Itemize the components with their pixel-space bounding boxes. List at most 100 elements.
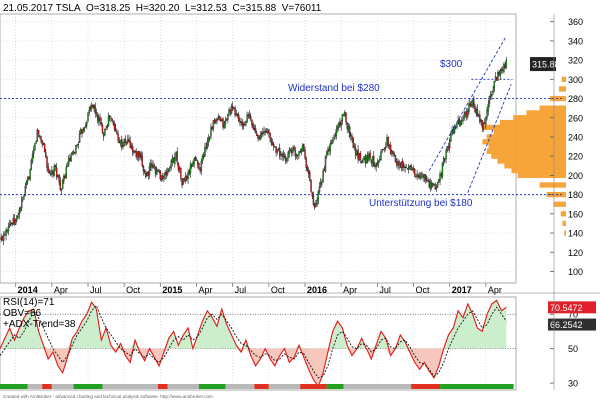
candle-up [344,112,346,116]
candle-down [421,173,423,175]
candle-up [119,139,122,144]
candle-up [487,103,489,112]
candle-up [83,127,86,131]
candle-down [279,147,281,156]
indicator-value-label: 66.2542 [550,320,583,330]
candle-up [322,170,324,183]
candle-down [383,147,386,150]
candle-up [240,121,242,123]
candle-down [203,154,205,158]
candle-down [181,177,183,186]
candle-down [43,143,46,153]
candle-up [33,149,35,154]
support-label: Unterstützung bei $180 [369,198,473,209]
candle-up [263,130,265,134]
candle-down [28,176,30,180]
x-tick-label: Jul [379,285,391,295]
candle-up [6,229,8,232]
candle-up [209,137,211,139]
candle-down [291,150,293,154]
candle-up [8,223,11,227]
candle-up [156,170,158,175]
candle-up [321,182,323,184]
indicator-value-badge [548,318,596,331]
candle-down [135,151,137,158]
candle-up [244,124,246,126]
adx-trend-bar-neutral [102,384,158,389]
candle-down [465,111,468,117]
candle-up [264,131,266,133]
candle-down [477,115,480,117]
candle-down [198,163,200,170]
candle-down [133,151,135,153]
candle-up [65,166,68,178]
candle-up [347,126,350,130]
x-tick-label: 2015 [162,285,182,295]
candle-down [481,120,483,128]
adx-trend-bar-up [198,384,226,389]
adx-trend-bar-down [411,384,441,389]
x-tick-label: Apr [488,285,502,295]
indicator-legend-adx: +ADX-Trend=38 [3,319,76,330]
candle-down [101,125,104,133]
volume-profile-bar [526,110,566,116]
y-tick-label: 160 [568,209,583,219]
indicator-panel [0,299,516,389]
candle-down [387,137,389,147]
candle-down [354,147,357,156]
candle-up [136,152,139,157]
y-tick-label: 240 [568,132,583,142]
level-lines [0,78,562,196]
candle-up [70,155,72,162]
candle-up [66,165,69,168]
candle-up [416,173,418,177]
candle-down [282,153,285,157]
candle-up [166,171,169,175]
candle-down [92,105,94,109]
candle-down [410,165,412,170]
rsi-fill-above [0,300,507,349]
candle-down [271,142,274,146]
candle-down [307,170,310,174]
candle-down [398,160,400,167]
candle-up [494,76,497,81]
candle-down [145,172,147,177]
candle-up [319,181,322,186]
adx-trend-bar-down [42,384,52,389]
candle-down [283,156,286,158]
candle-down [254,128,257,133]
price-panel-frame [0,13,517,284]
candle-up [35,141,37,144]
candle-up [206,141,209,149]
candle-down [309,172,311,181]
candle-down [117,134,119,142]
candle-up [420,174,422,179]
candle-up [475,109,477,114]
candle-up [77,143,80,145]
candle-up [227,114,229,120]
candle-up [358,154,360,161]
candle-up [330,142,333,144]
candle-up [491,93,493,96]
candle-down [394,155,397,163]
candle-down [213,119,216,123]
candle-up [170,160,172,168]
candle-down [275,146,277,154]
candle-down [476,109,479,117]
candle-up [25,181,28,185]
candle-down [219,117,222,122]
indicator-y-tick-label: 30 [568,379,578,389]
x-tick-label: Oct [416,285,431,295]
candle-down [115,128,117,132]
last-price-label: 315.88 [532,60,560,70]
trend-channel-line [467,83,512,193]
y-tick-label: 120 [568,248,583,258]
candle-down [172,157,175,163]
candle-up [27,177,29,182]
candle-down [424,174,427,181]
candle-up [71,151,74,155]
candle-down [59,180,61,190]
candle-down [188,170,190,175]
candle-down [58,174,60,182]
